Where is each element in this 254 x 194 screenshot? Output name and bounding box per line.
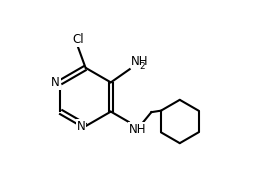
Text: N: N bbox=[76, 120, 85, 133]
Text: Cl: Cl bbox=[72, 33, 84, 46]
Text: NH: NH bbox=[129, 123, 147, 136]
Text: 2: 2 bbox=[139, 62, 145, 71]
Text: N: N bbox=[51, 76, 60, 89]
Text: NH: NH bbox=[131, 55, 148, 68]
